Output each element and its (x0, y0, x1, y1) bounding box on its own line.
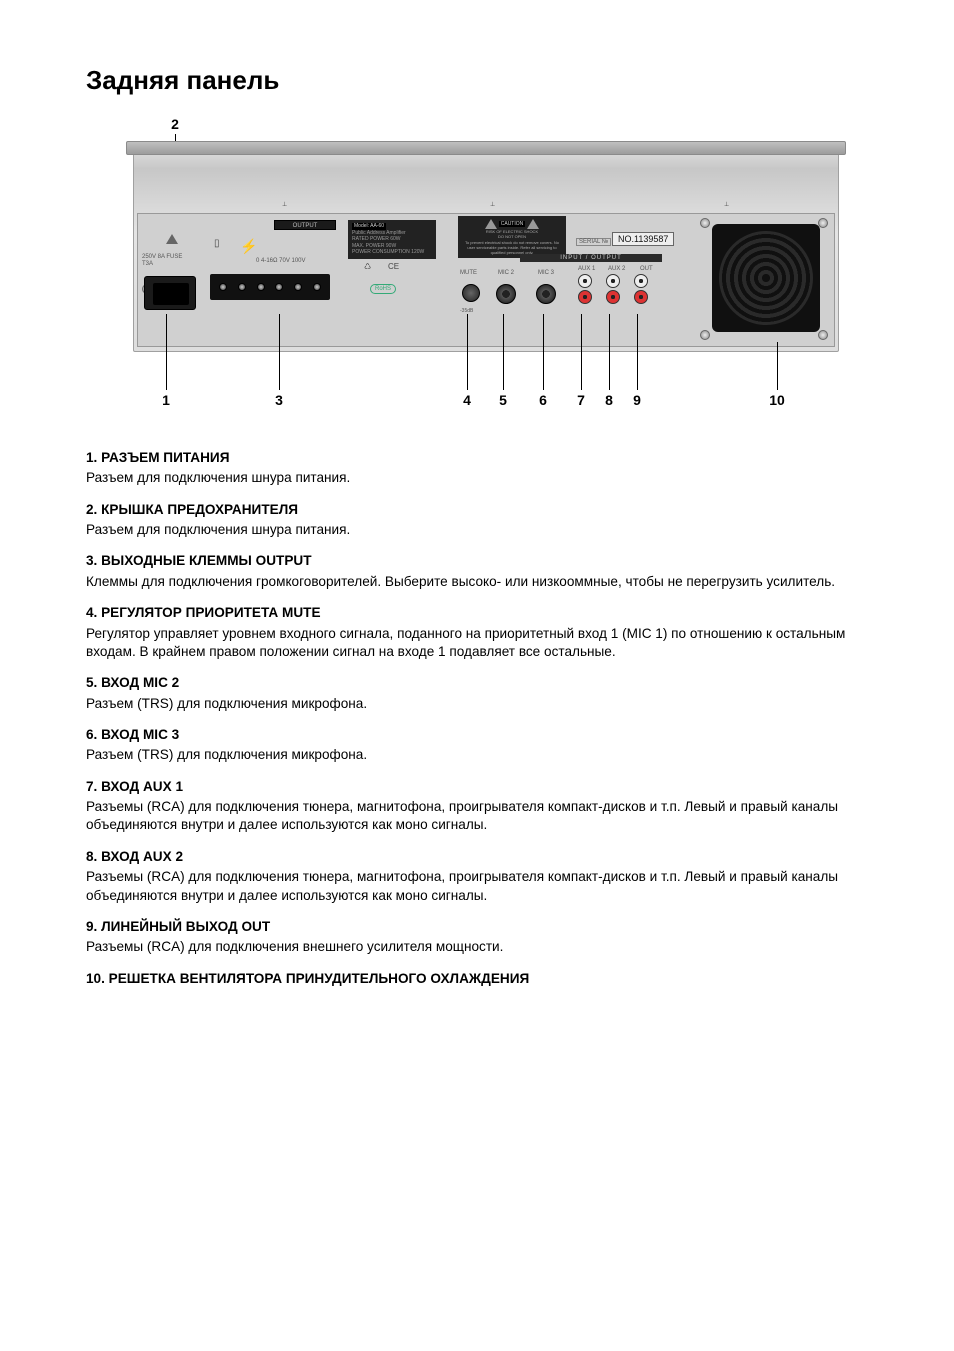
section-3: 3. ВЫХОДНЫЕ КЛЕММЫ OUTPUT Клеммы для под… (86, 551, 868, 591)
section-8-body: Разъемы (RCA) для подключения тюнера, ма… (86, 868, 868, 905)
callout-5: 5 (493, 392, 513, 408)
aux1-rca (576, 272, 594, 312)
section-1: 1. РАЗЪЕМ ПИТАНИЯ Разъем для подключения… (86, 448, 868, 488)
section-1-body: Разъем для подключения шнура питания. (86, 469, 868, 487)
section-8-head: 8. ВХОД AUX 2 (86, 847, 868, 867)
mic3-jack (536, 284, 556, 304)
section-4: 4. РЕГУЛЯТОР ПРИОРИТЕТА MUTE Регулятор у… (86, 603, 868, 661)
section-2-body: Разъем для подключения шнура питания. (86, 521, 868, 539)
callout-8: 8 (599, 392, 619, 408)
label-mic2: MIC 2 (498, 270, 514, 276)
mic2-jack (496, 284, 516, 304)
section-7-head: 7. ВХОД AUX 1 (86, 777, 868, 797)
callout-9: 9 (627, 392, 647, 408)
mute-knob (462, 284, 480, 302)
callout-7: 7 (571, 392, 591, 408)
section-9-body: Разъемы (RCA) для подключения внешнего у… (86, 938, 868, 956)
section-7-body: Разъемы (RCA) для подключения тюнера, ма… (86, 798, 868, 835)
fan-grille (712, 224, 820, 332)
section-1-head: 1. РАЗЪЕМ ПИТАНИЯ (86, 448, 868, 468)
rear-panel-diagram: 2 ⊥ ⊥ ⊥ 250V 8A FUSE T3A OUTPUT ▯ ⚡ 0 4-… (103, 124, 851, 424)
section-4-head: 4. РЕГУЛЯТОР ПРИОРИТЕТА MUTE (86, 603, 868, 623)
fuse-label: 250V 8A FUSE T3A (142, 254, 186, 267)
callout-6: 6 (533, 392, 553, 408)
label-mic3: MIC 3 (538, 270, 554, 276)
section-6-head: 6. ВХОД MIC 3 (86, 725, 868, 745)
section-6: 6. ВХОД MIC 3 Разъем (TRS) для подключен… (86, 725, 868, 765)
section-7: 7. ВХОД AUX 1 Разъемы (RCA) для подключе… (86, 777, 868, 835)
section-4-body: Регулятор управляет уровнем входного сиг… (86, 625, 868, 662)
output-label: OUTPUT (274, 220, 336, 230)
section-10: 10. РЕШЕТКА ВЕНТИЛЯТОРА ПРИНУДИТЕЛЬНОГО … (86, 969, 868, 989)
aux2-rca (604, 272, 622, 312)
section-5: 5. ВХОД MIC 2 Разъем (TRS) для подключен… (86, 673, 868, 713)
out-rca (632, 272, 650, 312)
section-9: 9. ЛИНЕЙНЫЙ ВЫХОД OUT Разъемы (RCA) для … (86, 917, 868, 957)
section-9-head: 9. ЛИНЕЙНЫЙ ВЫХОД OUT (86, 917, 868, 937)
ce-mark: CE (388, 262, 399, 271)
output-scale: 0 4-16Ω 70V 100V (256, 258, 356, 264)
caution-box: CAUTION RISK OF ELECTRIC SHOCK DO NOT OP… (458, 216, 566, 258)
section-5-head: 5. ВХОД MIC 2 (86, 673, 868, 693)
power-inlet (144, 276, 196, 310)
page-title: Задняя панель (86, 65, 868, 96)
model-plate: Model: AA-60 Public Address Amplifier RA… (348, 220, 436, 259)
callout-3: 3 (269, 392, 289, 408)
callout-10: 10 (767, 392, 787, 408)
serial-label: SERIAL № (576, 238, 611, 246)
callout-2: 2 (165, 116, 185, 132)
section-8: 8. ВХОД AUX 2 Разъемы (RCA) для подключе… (86, 847, 868, 905)
section-3-head: 3. ВЫХОДНЫЕ КЛЕММЫ OUTPUT (86, 551, 868, 571)
section-2: 2. КРЫШКА ПРЕДОХРАНИТЕЛЯ Разъем для подк… (86, 500, 868, 540)
speaker-terminals (210, 274, 330, 300)
section-3-body: Клеммы для подключения громкоговорителей… (86, 573, 868, 591)
chassis: ⊥ ⊥ ⊥ 250V 8A FUSE T3A OUTPUT ▯ ⚡ 0 4-16… (133, 152, 839, 352)
section-5-body: Разъем (TRS) для подключения микрофона. (86, 695, 868, 713)
serial-number: NO.1139587 (612, 232, 674, 246)
label-mute: MUTE (460, 270, 477, 276)
callout-1: 1 (156, 392, 176, 408)
rohs-mark: RoHS (370, 284, 396, 294)
section-2-head: 2. КРЫШКА ПРЕДОХРАНИТЕЛЯ (86, 500, 868, 520)
section-10-head: 10. РЕШЕТКА ВЕНТИЛЯТОРА ПРИНУДИТЕЛЬНОГО … (86, 969, 868, 989)
section-6-body: Разъем (TRS) для подключения микрофона. (86, 746, 868, 764)
callout-4: 4 (457, 392, 477, 408)
io-bar: INPUT / OUTPUT (520, 254, 662, 262)
